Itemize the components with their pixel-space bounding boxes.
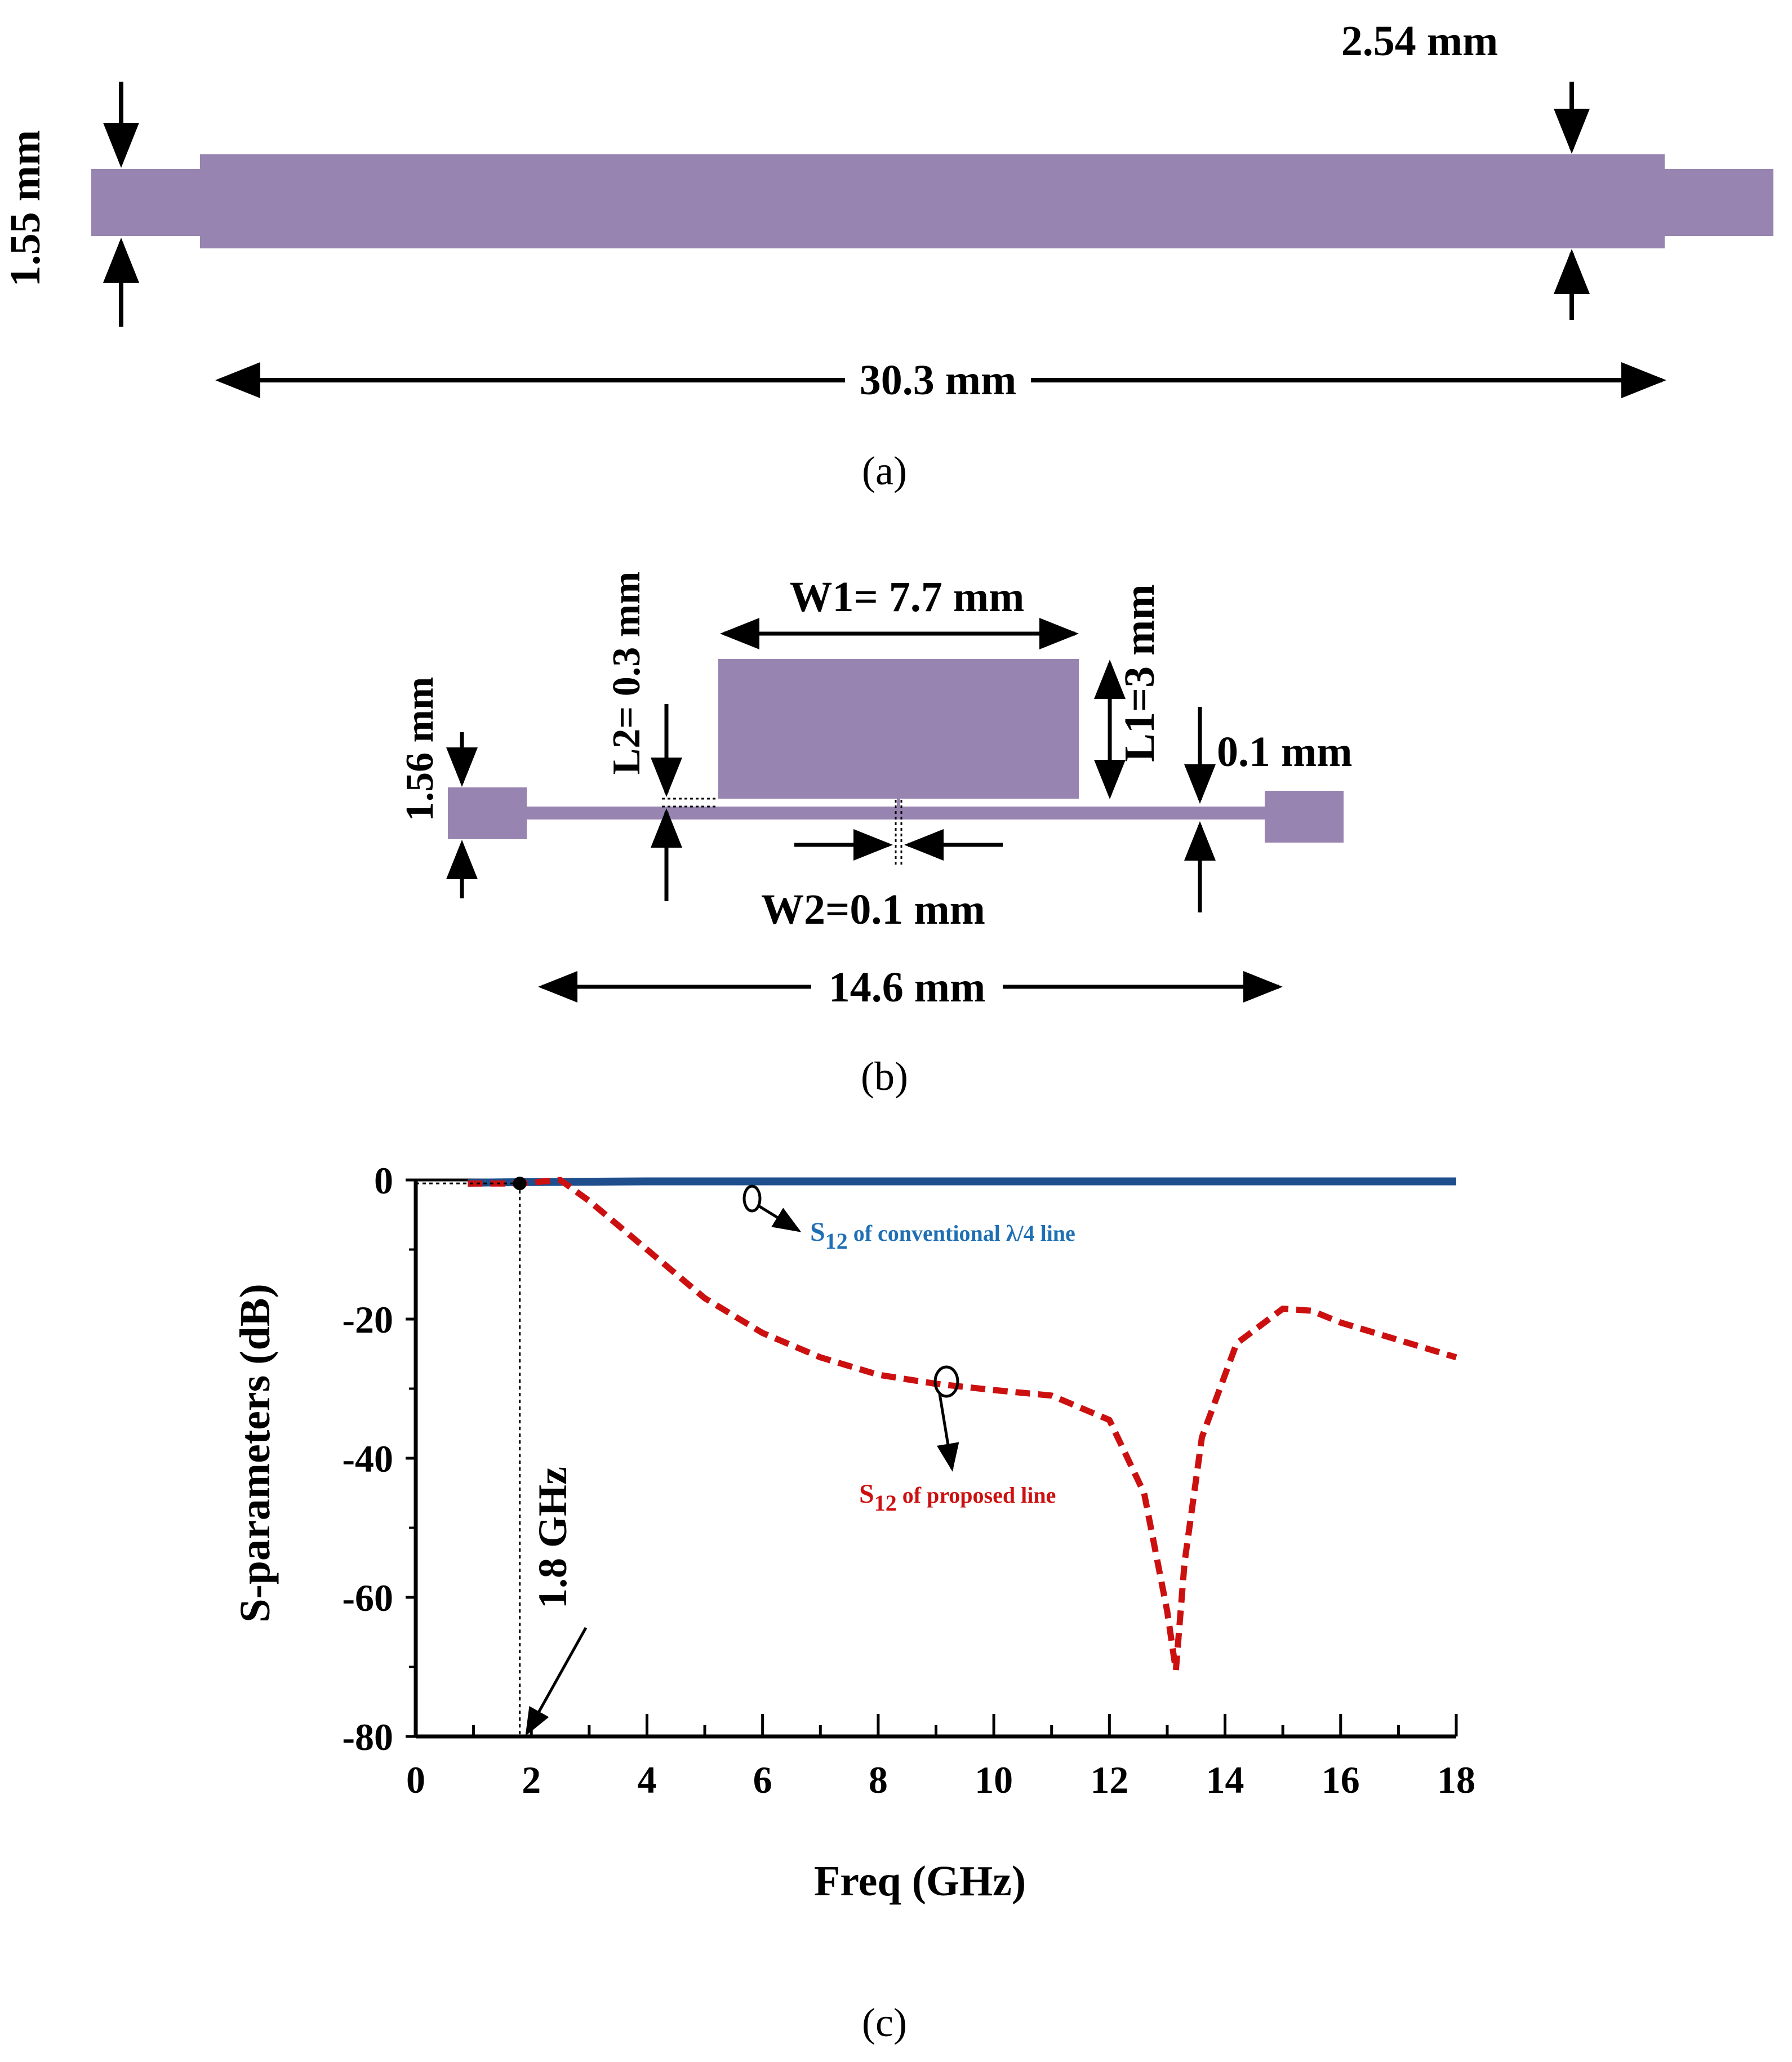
freq-annotation-label: 1.8 GHz	[530, 1467, 575, 1609]
dim-w1: W1= 7.7 mm	[790, 573, 1025, 621]
dim-line-width-a: 2.54 mm	[1341, 17, 1498, 65]
caption-b: (b)	[861, 1054, 908, 1099]
y-tick-label: -80	[342, 1716, 393, 1758]
series-line-proposed	[468, 1177, 1457, 1674]
legend-ellipse-proposed	[933, 1365, 959, 1398]
x-tick-label: 4	[637, 1758, 656, 1801]
dim-l2: L2= 0.3 mm	[605, 572, 648, 775]
x-tick-label: 6	[753, 1758, 772, 1801]
y-tick-label: 0	[374, 1159, 393, 1202]
legend-arrow-proposed	[936, 1393, 959, 1472]
y-tick-label: -60	[342, 1576, 393, 1619]
label-conventional-main: S	[810, 1217, 825, 1247]
y-axis-label: S-parameters (dB)	[232, 1284, 279, 1623]
label-proposed-rest: of proposed line	[897, 1482, 1056, 1508]
quarter-wave-line-a	[200, 154, 1665, 248]
dim-length-a: 30.3 mm	[860, 357, 1017, 404]
x-ticks: 0 2 4 6 8 10 12 14 16 18	[406, 1714, 1475, 1801]
caption-c: (c)	[862, 2000, 907, 2045]
x-tick-label: 8	[869, 1758, 888, 1801]
label-conventional-rest: of conventional λ/4 line	[848, 1221, 1075, 1246]
x-tick-label: 12	[1090, 1758, 1128, 1801]
label-proposed: S12 of proposed line	[859, 1479, 1056, 1516]
panel-b: 1.56 mm L2= 0.3 mm W1= 7.7 mm L1=3 mm 0.…	[398, 572, 1353, 1099]
stub-patch-b	[718, 659, 1079, 799]
feed-right-a	[1664, 169, 1773, 236]
x-tick-label: 0	[406, 1758, 425, 1801]
x-tick-label: 10	[975, 1758, 1013, 1801]
series-layer	[416, 1177, 1457, 1736]
y-tick-label: -40	[342, 1437, 393, 1480]
x-tick-label: 2	[522, 1758, 541, 1801]
dim-line-width-b: 0.1 mm	[1217, 728, 1353, 776]
feed-left-b	[448, 787, 527, 839]
panel-a: 1.55 mm 2.54 mm 30.3 mm (a)	[2, 17, 1773, 493]
legend-ellipse-conventional	[742, 1184, 762, 1213]
x-tick-label: 14	[1206, 1758, 1244, 1801]
feed-left-a	[91, 169, 201, 236]
label-proposed-main: S	[859, 1479, 874, 1509]
x-axis-label: Freq (GHz)	[814, 1858, 1026, 1905]
y-ticks: 0 -20 -40 -60 -80	[342, 1159, 416, 1758]
y-tick-label: -20	[342, 1298, 393, 1341]
panel-c-chart: 0 -20 -40 -60 -80 0 2 4 6 8 10 12 14 16 18 Freq (GHz)…	[232, 1159, 1475, 2045]
freq-annotation-arrow	[525, 1627, 588, 1736]
legend-arrow-conventional	[757, 1204, 802, 1232]
label-conventional-sub: 12	[825, 1228, 848, 1254]
caption-a: (a)	[862, 448, 907, 493]
feed-right-b	[1265, 791, 1344, 843]
x-tick-label: 18	[1437, 1758, 1475, 1801]
dim-feed-width-a: 1.55 mm	[2, 130, 49, 287]
marker-point	[513, 1177, 527, 1191]
x-tick-label: 16	[1322, 1758, 1360, 1801]
series-line-conventional	[468, 1177, 1456, 1187]
label-conventional: S12 of conventional λ/4 line	[810, 1217, 1075, 1254]
dim-length-b: 14.6 mm	[829, 964, 986, 1011]
dim-w2: W2=0.1 mm	[761, 886, 985, 933]
dim-l1: L1=3 mm	[1116, 584, 1163, 762]
label-proposed-sub: 12	[874, 1490, 897, 1516]
dim-feed-width-b: 1.56 mm	[398, 677, 442, 822]
stub-connector-b	[897, 798, 900, 808]
